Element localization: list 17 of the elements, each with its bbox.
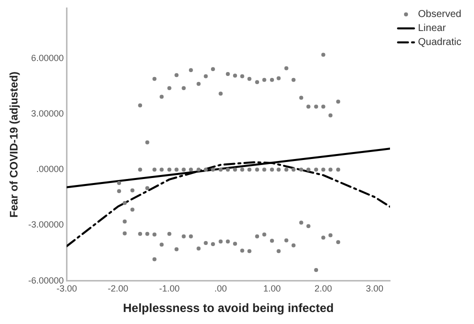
- y-tick-label: 6.00000: [31, 52, 64, 63]
- x-tick-label: 3.00: [366, 284, 384, 294]
- x-tick-label: 1.00: [263, 284, 281, 294]
- y-tick-label: 3.00000: [31, 108, 64, 119]
- legend-label: Observed: [418, 9, 462, 20]
- x-tick-label: -1.00: [159, 284, 180, 294]
- legend-label: Linear: [418, 23, 446, 34]
- x-axis-title: Helplessness to avoid being infected: [123, 301, 334, 316]
- x-tick-label: 2.00: [314, 284, 332, 294]
- x-tick-label: -2.00: [108, 284, 128, 294]
- x-tick-label: .00: [214, 284, 227, 294]
- y-tick-label: -6.00000: [28, 275, 64, 286]
- y-axis-title: Fear of COVID-19 (adjusted): [8, 71, 21, 218]
- y-tick-label: .00000: [36, 164, 64, 174]
- legend-label: Quadratic: [418, 37, 462, 48]
- y-tick-label: -3.00000: [28, 220, 64, 230]
- x-tick-label: -3.00: [56, 284, 77, 294]
